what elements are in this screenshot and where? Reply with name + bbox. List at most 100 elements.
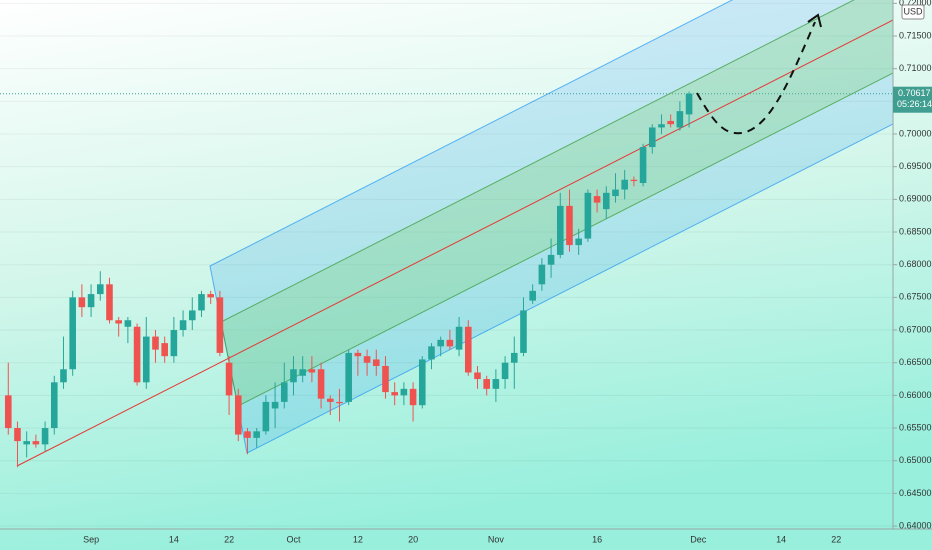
candle-body <box>593 196 601 203</box>
candle-body <box>4 395 12 429</box>
x-tick-label: 20 <box>408 534 418 544</box>
y-tick-label: 0.66000 <box>899 390 932 400</box>
candle-body <box>510 352 518 363</box>
x-tick-label: 22 <box>831 534 841 544</box>
candle-body <box>336 401 343 404</box>
candle-body <box>253 431 260 438</box>
y-tick-label: 0.65500 <box>899 422 932 432</box>
candle-body <box>621 179 628 190</box>
y-tick-label: 0.65000 <box>899 455 932 465</box>
x-tick-label: 12 <box>353 534 363 544</box>
y-tick-label: 0.66500 <box>899 357 932 367</box>
x-tick-label: 22 <box>224 534 234 544</box>
candle-body <box>216 297 224 353</box>
y-tick-label: 0.67500 <box>899 292 932 302</box>
candle-body <box>520 310 527 353</box>
candle-body <box>345 352 352 402</box>
currency-label[interactable]: USD <box>903 6 923 16</box>
candle-body <box>400 388 408 396</box>
y-tick-label: 0.71500 <box>899 30 932 40</box>
candle-body <box>501 362 509 380</box>
candle-body <box>41 428 49 445</box>
y-tick-label: 0.68500 <box>899 226 932 236</box>
candle-body <box>115 320 122 324</box>
candle-body <box>87 294 95 308</box>
candle-body <box>271 401 279 409</box>
candle-body <box>658 124 665 128</box>
candle-body <box>262 401 270 432</box>
candle-body <box>685 93 693 115</box>
candle-body <box>50 382 58 429</box>
y-tick-label: 0.64500 <box>899 488 932 498</box>
y-tick-label: 0.71000 <box>899 63 932 73</box>
countdown-label: 05:26:14 <box>897 99 932 109</box>
candle-body <box>648 127 656 148</box>
candle-body <box>207 294 214 298</box>
candle-body <box>418 359 426 406</box>
candle-body <box>308 369 316 373</box>
candle-body <box>106 284 113 321</box>
candle-body <box>612 189 619 197</box>
x-tick-label: Sep <box>83 534 99 544</box>
candle-body <box>382 365 389 393</box>
y-tick-label: 0.72000 <box>899 0 932 8</box>
candle-body <box>133 326 141 383</box>
candle-body <box>14 428 21 442</box>
currency-box[interactable] <box>901 4 925 20</box>
y-tick-label: 0.70000 <box>899 128 932 138</box>
candle-body <box>299 369 306 376</box>
candle-body <box>244 431 251 438</box>
center-line <box>16 19 893 467</box>
axes: 0.64000 0.64500 0.65000 0.65500 0.66000 0.665… <box>83 0 932 544</box>
candle-body <box>69 297 76 370</box>
candle-body <box>584 192 592 239</box>
candle-body <box>446 339 454 347</box>
candle-body <box>547 254 555 265</box>
x-tick-label: Nov <box>488 534 505 544</box>
candle-body <box>142 336 150 383</box>
y-tick-label: 0.64000 <box>899 520 932 530</box>
last-price-label: 0.70617 <box>898 88 931 98</box>
y-tick-label: 0.69500 <box>899 161 932 171</box>
candles <box>4 91 693 468</box>
candle-body <box>464 326 472 373</box>
candle-body <box>234 395 242 435</box>
candle-body <box>152 336 159 350</box>
candle-body <box>538 264 546 285</box>
candle-body <box>575 238 582 246</box>
candle-body <box>372 359 380 366</box>
y-tick-label: 0.67000 <box>899 324 932 334</box>
candle-body <box>124 320 132 327</box>
regression-channel <box>16 0 893 467</box>
candle-body <box>391 392 398 396</box>
arrow-head <box>807 13 822 28</box>
candle-body <box>96 284 104 295</box>
candle-body <box>290 369 297 383</box>
last-price-tag <box>893 86 932 113</box>
y-tick-label: 0.68000 <box>899 259 932 269</box>
x-tick-label: Oct <box>286 534 301 544</box>
candle-body <box>630 179 638 182</box>
candle-body <box>492 379 500 389</box>
candle-body <box>428 346 435 360</box>
candle-body <box>437 339 444 347</box>
candle-body <box>78 297 86 308</box>
candle-body <box>179 320 187 331</box>
candle-body <box>639 147 647 184</box>
candle-body <box>23 441 30 445</box>
projection-arrow <box>696 13 822 135</box>
x-tick-label: 16 <box>592 534 602 544</box>
candle-body <box>326 398 334 402</box>
x-tick-label: Dec <box>690 534 707 544</box>
candle-body <box>354 352 362 357</box>
x-tick-label: 14 <box>169 534 179 544</box>
candle-body <box>161 343 168 357</box>
candle-body <box>280 382 288 402</box>
candle-body <box>317 369 325 399</box>
y-tick-label: 0.69000 <box>899 194 932 204</box>
projection-path <box>696 21 816 135</box>
x-tick-label: 14 <box>776 534 786 544</box>
